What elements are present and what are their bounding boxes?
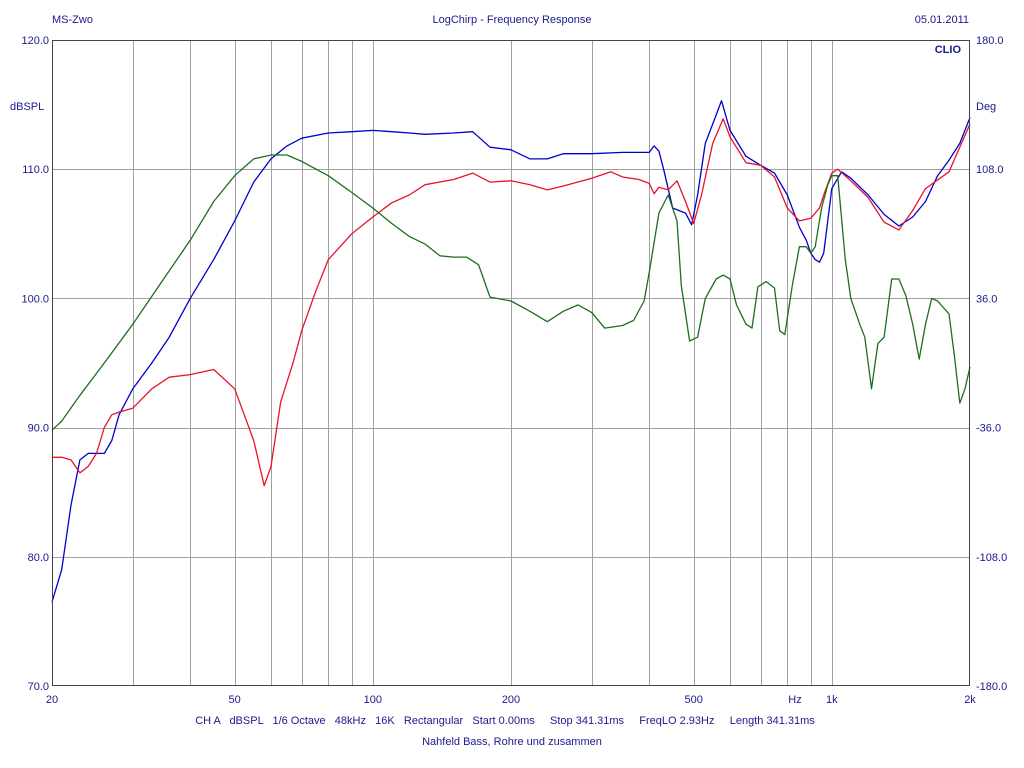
x-tick-label: 2k: [964, 694, 976, 706]
y-tick-label-right: -36.0: [976, 423, 1001, 435]
x-axis-unit-label: Hz: [788, 694, 801, 706]
plot-frame: [52, 40, 970, 686]
y-tick-label-right: 108.0: [976, 164, 1004, 176]
brand-label: CLIO: [935, 44, 962, 56]
tick-labels: 20 50 100 200 500 1k 2k 120.0 110.0 100.0 90.0 80.0…: [21, 35, 1007, 706]
series-line-2: [52, 118, 971, 487]
y-tick-label-right: -108.0: [976, 552, 1007, 564]
x-tick-label: 500: [684, 694, 702, 706]
y-tick-label-right: 180.0: [976, 35, 1004, 47]
y-tick-label: 80.0: [28, 552, 49, 564]
header-title: LogChirp - Frequency Response: [433, 14, 592, 26]
series-line-3: [51, 154, 971, 431]
y-axis-label: dBSPL: [10, 101, 44, 113]
y-tick-label-right: -180.0: [976, 681, 1007, 693]
y-tick-label: 110.0: [22, 164, 49, 176]
y-axis-label-right: Deg: [976, 101, 996, 113]
y-tick-label-right: 36.0: [976, 293, 997, 305]
y-tick-label: 100.0: [21, 293, 49, 305]
header-left: MS-Zwo: [52, 14, 93, 26]
footer-caption: Nahfeld Bass, Rohre und zusammen: [422, 736, 602, 748]
series-line-1: [51, 100, 971, 603]
y-tick-label: 70.0: [28, 681, 49, 693]
y-tick-label: 90.0: [28, 423, 49, 435]
y-tick-label: 120.0: [21, 35, 49, 47]
footer-settings: CH A dBSPL 1/6 Octave 48kHz 16K Rectangu…: [195, 715, 815, 727]
x-tick-label: 100: [364, 694, 382, 706]
grid: [52, 40, 970, 686]
header-right: 05.01.2011: [915, 14, 969, 26]
series-group: [51, 100, 971, 603]
x-tick-label: 200: [502, 694, 520, 706]
x-tick-label: 20: [46, 694, 58, 706]
x-tick-label: 50: [229, 694, 241, 706]
x-tick-label: 1k: [826, 694, 838, 706]
